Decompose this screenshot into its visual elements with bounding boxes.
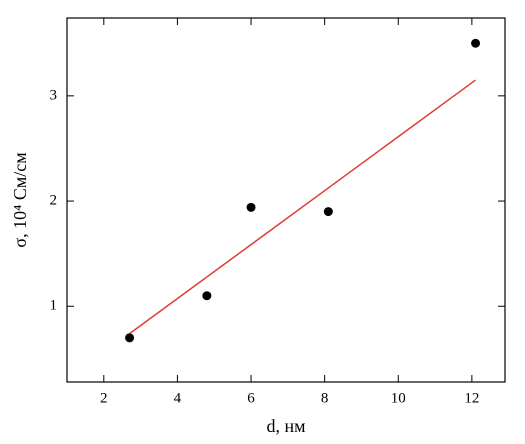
data-point xyxy=(125,333,135,343)
x-tick-label: 10 xyxy=(391,390,406,406)
x-tick-label: 6 xyxy=(247,390,255,406)
y-tick-label: 2 xyxy=(50,192,58,208)
data-point xyxy=(323,207,333,217)
plot-frame xyxy=(66,17,506,383)
data-point xyxy=(246,202,256,212)
y-tick-label: 1 xyxy=(50,298,58,314)
x-tick-label: 12 xyxy=(464,390,479,406)
x-tick-label: 2 xyxy=(100,390,108,406)
x-tick-label: 4 xyxy=(174,390,182,406)
data-point xyxy=(471,38,481,48)
fit-line xyxy=(129,79,476,335)
y-axis-label: σ, 10⁴ См/см xyxy=(10,152,30,247)
x-tick-label: 8 xyxy=(321,390,329,406)
data-point xyxy=(202,291,212,301)
y-tick-label: 3 xyxy=(50,87,58,103)
x-axis-label: d, нм xyxy=(266,416,305,436)
